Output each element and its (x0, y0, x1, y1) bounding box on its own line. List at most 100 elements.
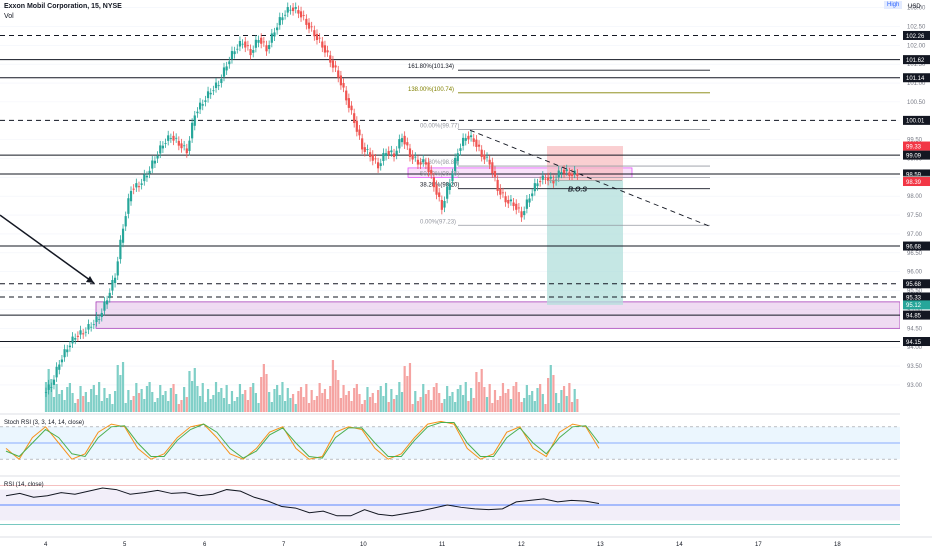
volume-bar (576, 399, 579, 412)
candle-body (198, 102, 202, 110)
candle-body (493, 171, 497, 177)
price-tag (903, 300, 930, 310)
candle-body (315, 33, 319, 40)
price-tick-label: 103.00 (907, 6, 926, 12)
candle-body (307, 22, 311, 29)
level-tag-label: 101.62 (906, 58, 925, 64)
volume-bar (480, 369, 483, 412)
candle-body (483, 154, 486, 160)
candle-body (507, 200, 510, 204)
volume-bar (477, 382, 481, 412)
price-tick-label: 97.50 (907, 213, 923, 219)
volume-bar (238, 384, 242, 412)
candle-body (376, 162, 380, 169)
level-tag (903, 241, 930, 251)
volume-bar (387, 402, 390, 412)
volume-bar (331, 360, 335, 412)
candle-body (129, 190, 133, 202)
candle-body (414, 156, 417, 158)
volume-bar (254, 393, 257, 412)
volume-bar (499, 396, 502, 412)
volume-bar (82, 396, 85, 412)
candle-body (236, 48, 239, 50)
level-tag (903, 279, 930, 289)
volume-bar (398, 382, 401, 412)
volume-bar (496, 400, 499, 412)
candle-body (294, 7, 297, 9)
volume-bar (84, 392, 87, 412)
candle-body (284, 14, 287, 16)
candle-body (422, 159, 425, 163)
volume-bar (137, 393, 141, 412)
candle-body (488, 159, 491, 165)
candle-body (342, 83, 345, 88)
candle-body (113, 277, 117, 284)
candle-body (451, 173, 454, 182)
volume-label: Vol (4, 13, 14, 20)
candle-body (153, 160, 157, 164)
candle-body (84, 331, 87, 333)
volume-bar (177, 404, 180, 412)
arrow-head (86, 276, 94, 284)
volume-bar (454, 402, 457, 412)
candle-body (549, 176, 552, 179)
volume-bar (504, 393, 507, 412)
candle-body (369, 152, 372, 157)
candle-body (350, 105, 353, 111)
volume-bar (124, 403, 127, 412)
volume-bar (573, 389, 576, 412)
rsi-line (5, 487, 600, 517)
price-tick-label: 96.50 (907, 251, 923, 257)
price-tick-label: 99.50 (907, 138, 923, 144)
candle-body (536, 183, 539, 187)
candle-body (262, 41, 265, 43)
volume-bar (90, 389, 93, 412)
candle-body (159, 145, 162, 154)
volume-bar (568, 383, 571, 412)
candle-body (374, 158, 377, 160)
level-tag-label: 101.14 (906, 76, 925, 82)
volume-bar (217, 392, 220, 412)
volume-bar (515, 382, 518, 412)
price-tick-label: 101.00 (907, 81, 926, 87)
candle-body (347, 98, 350, 108)
price-tick-label: 101.50 (907, 62, 926, 68)
candle-body (281, 17, 284, 21)
volume-bar (175, 394, 178, 412)
high-button[interactable]: High (884, 1, 903, 9)
candle-body (47, 384, 50, 390)
volume-bar (52, 397, 56, 412)
volume-bar (151, 392, 154, 412)
volume-bar (310, 390, 313, 412)
level-tag-label: 96.68 (906, 244, 922, 250)
volume-bar (307, 403, 311, 412)
candle-body (183, 145, 186, 147)
trendline (469, 129, 711, 227)
candle-body (355, 120, 358, 132)
volume-bar (536, 388, 539, 412)
level-tag (903, 73, 930, 83)
candle-body (454, 157, 457, 172)
candle-body (44, 392, 48, 394)
candle-body (491, 162, 494, 174)
candle-body (164, 143, 167, 144)
volume-bar (100, 401, 103, 412)
x-tick-label: 5 (123, 542, 127, 548)
candle-body (480, 149, 483, 157)
volume-bar (422, 384, 425, 412)
volume-bar (424, 394, 428, 412)
volume-bar (92, 385, 95, 412)
x-tick-label: 17 (755, 542, 762, 548)
candle-body (238, 41, 242, 47)
volume-bar (419, 397, 422, 412)
candle-body (395, 150, 398, 155)
candle-body (71, 336, 74, 344)
candle-body (140, 183, 143, 185)
volume-bar (533, 401, 536, 412)
candle-body (345, 90, 348, 101)
volume-bar (167, 401, 170, 412)
candle-body (92, 324, 95, 326)
level-tag-label: 95.68 (906, 282, 922, 288)
candle-body (52, 379, 56, 385)
